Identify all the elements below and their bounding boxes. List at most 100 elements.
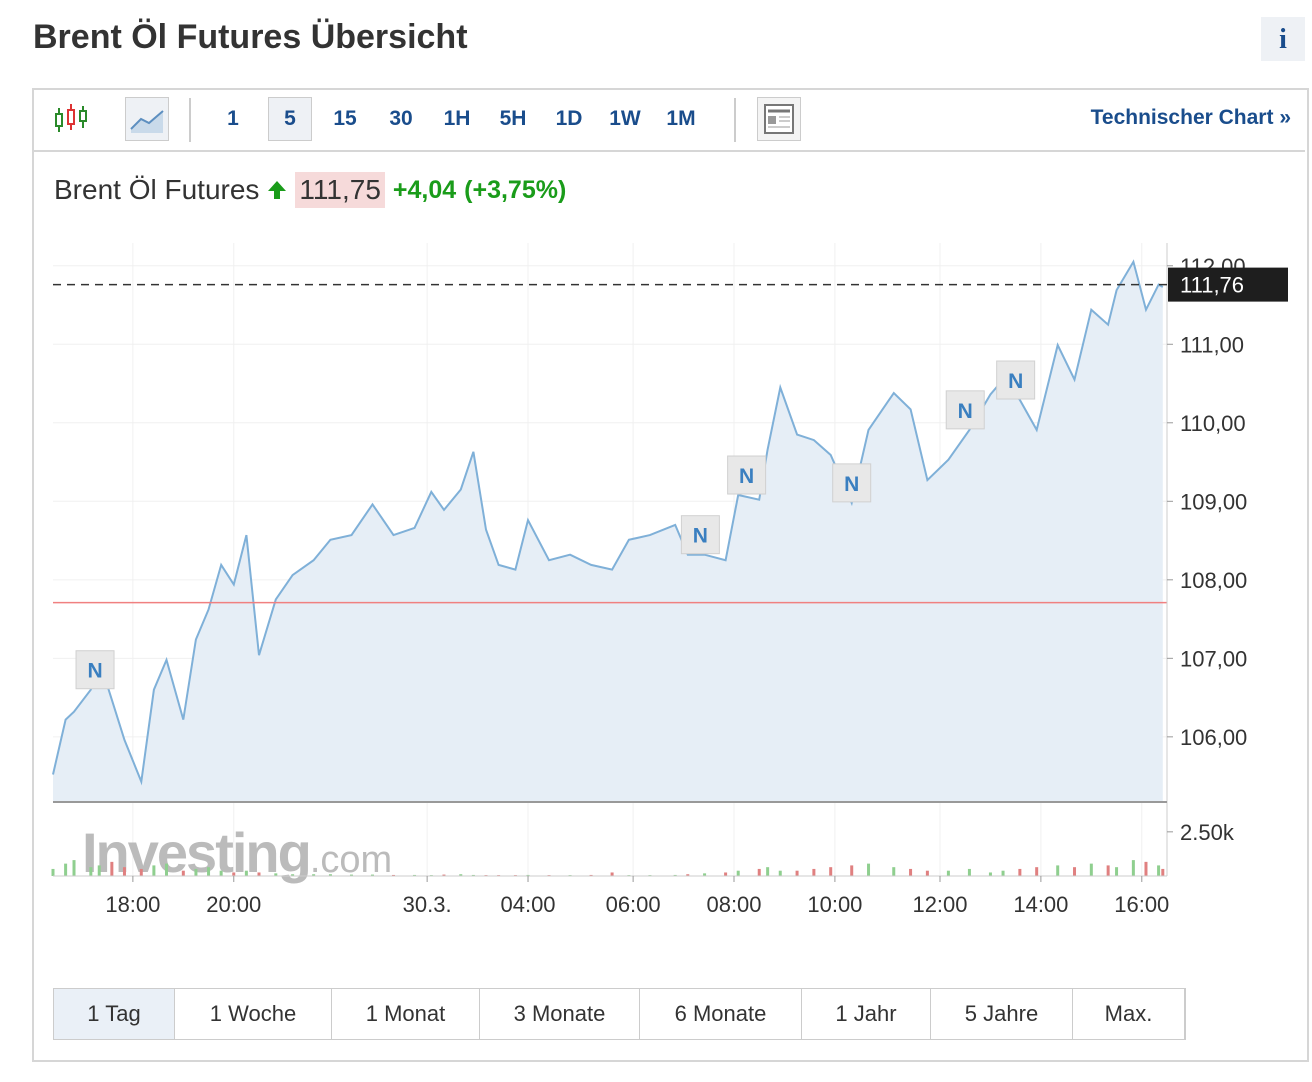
volume-bar [526,874,530,876]
volume-bar [946,870,950,876]
volume-bar [392,874,396,876]
volume-bar [1001,870,1005,876]
price-change-percent: (+3,75%) [464,175,567,204]
volume-bar [349,874,353,876]
range-button[interactable]: 6 Monate [640,989,802,1039]
volume-bar [925,870,929,876]
interval-button[interactable]: 1H [443,107,471,130]
volume-bar [1144,861,1148,876]
news-layout-icon[interactable] [757,97,801,141]
news-marker-label: N [1008,370,1023,393]
news-marker[interactable]: N [75,650,115,690]
volume-bar [1073,867,1077,876]
volume-bar [165,863,169,876]
news-marker[interactable]: N [996,360,1036,400]
area-chart-icon[interactable] [125,97,169,141]
interval-button[interactable]: 1W [609,107,641,130]
y-tick-label: 109,00 [1180,489,1247,514]
range-button[interactable]: 1 Jahr [802,989,931,1039]
x-tick-label: 18:00 [105,892,160,917]
volume-bar [1018,868,1022,876]
volume-bar [442,874,446,876]
volume-bar [1089,863,1093,876]
link-arrow[interactable]: » [1279,106,1291,129]
info-button[interactable]: i [1261,17,1305,61]
volume-bar [812,868,816,876]
volume-bar [1131,860,1135,876]
news-marker-label: N [739,465,754,488]
volume-bar [219,870,223,876]
news-marker-label: N [958,400,973,423]
news-marker-box [832,463,872,503]
x-tick-label: 20:00 [206,892,261,917]
volume-bar [1161,868,1165,876]
watermark-suffix: .com [310,839,392,881]
range-selector: 1 Tag 1 Woche 1 Monat 3 Monate 6 Monate 1 Jah… [53,988,1186,1040]
volume-bar [829,867,833,876]
up-arrow [268,181,287,199]
range-button[interactable]: 1 Woche [175,989,332,1039]
interval-button[interactable]: 30 [389,107,413,130]
link-text[interactable]: Technischer Chart [1090,106,1274,129]
volume-bar [703,873,707,876]
x-tick-label: 16:00 [1114,892,1169,917]
volume-bar [988,872,992,876]
range-button[interactable]: 5 Jahre [931,989,1073,1039]
page-title: Brent Öl Futures Übersicht [33,18,468,56]
interval-button[interactable]: 1 [227,107,239,130]
news-marker[interactable]: N [727,455,767,495]
volume-bar [850,865,854,876]
interval-button[interactable]: 5 [268,97,312,141]
y-tick-label: 106,00 [1180,725,1247,750]
range-button[interactable]: Max. [1073,989,1185,1039]
volume-bar [152,865,156,876]
volume-bar [207,867,211,876]
volume-bar [1115,867,1119,876]
technical-chart-link[interactable]: Technischer Chart » [1091,106,1291,130]
price-change: +4,04 [392,175,457,204]
news-marker-box [680,515,720,555]
volume-bar [736,870,740,876]
x-tick-label: 14:00 [1013,892,1068,917]
volume-bar [110,861,114,876]
news-marker-label: N [87,660,102,683]
last-price-box [1168,267,1288,302]
instrument-name: Brent Öl Futures [54,174,260,205]
volume-bar [867,863,871,876]
interval-button[interactable]: 5H [499,107,527,130]
volume-bar [459,874,463,876]
volume-bar [51,868,55,876]
news-marker[interactable]: N [680,515,720,555]
x-tick-label: 12:00 [912,892,967,917]
separator [734,98,736,142]
quote-line: Brent Öl Futures 111,75 +4,04 (+3,75%) [54,172,566,208]
last-price: 111,75 [295,172,385,208]
interval-button[interactable]: 1M [666,107,696,130]
candlestick-icon[interactable] [52,100,92,140]
volume-bar [1056,865,1060,876]
volume-bar [686,874,690,876]
volume-bar [72,860,76,876]
volume-bar [1157,865,1161,876]
news-marker-box [996,360,1036,400]
chart-panel [32,88,1309,1062]
news-marker-box [75,650,115,690]
price-area [53,261,1163,802]
volume-bar [757,868,761,876]
volume-bar [194,868,198,876]
volume-bar [795,870,799,876]
x-tick-label: 08:00 [706,892,761,917]
news-marker[interactable]: N [832,463,872,503]
volume-bar [244,870,248,876]
range-button[interactable]: 1 Tag [54,989,175,1039]
range-button[interactable]: 3 Monate [480,989,640,1039]
news-marker-label: N [844,473,859,496]
news-marker[interactable]: N [945,390,985,430]
range-button[interactable]: 1 Monat [332,989,480,1039]
interval-button[interactable]: 1D [555,107,583,130]
interval-button[interactable]: 15 [333,107,357,130]
volume-bar [139,868,143,876]
chart: 106,00107,00108,00109,00110,00111,00112,… [51,243,1288,917]
volume-bar [610,872,614,876]
